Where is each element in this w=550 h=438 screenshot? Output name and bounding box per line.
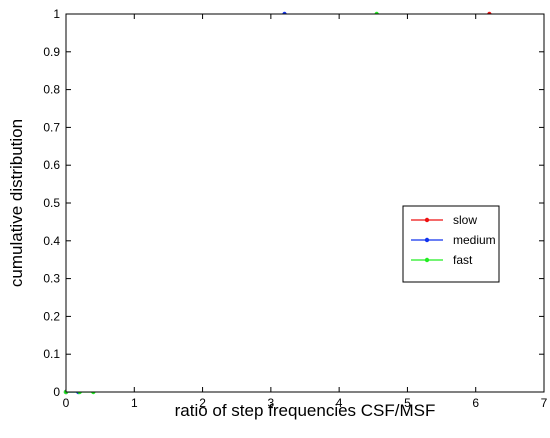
x-tick-label: 3	[268, 396, 275, 410]
x-tick-label: 2	[199, 396, 206, 410]
x-tick-label: 1	[131, 396, 138, 410]
x-tick-label: 4	[336, 396, 343, 410]
axes: 0 1 2 3 4 5 6 7 0 0.1 0.2 0.3 0.4 0.5 0.6 0.7 0.8 0.9 1	[43, 7, 547, 410]
y-tick-label: 0.6	[43, 158, 60, 172]
legend-label-slow: slow	[453, 213, 477, 227]
y-tick-label: 0.3	[43, 272, 60, 286]
legend-marker-slow	[424, 217, 430, 223]
legend-label-medium: medium	[453, 233, 496, 247]
y-axis-title: cumulative distribution	[7, 119, 26, 287]
y-tick-label: 0.9	[43, 45, 60, 59]
y-tick-label: 0.7	[43, 120, 60, 134]
plot-frame	[65, 13, 545, 393]
legend: slow medium fast	[402, 205, 500, 283]
legend-marker-medium	[424, 237, 430, 243]
legend-box	[402, 205, 500, 283]
x-tick-label: 5	[404, 396, 411, 410]
x-axis-title: ratio of step frequencies CSF/MSF	[175, 401, 436, 420]
y-tick-label: 0.4	[43, 234, 60, 248]
y-tick-label: 0.8	[43, 83, 60, 97]
x-tick-label: 6	[472, 396, 479, 410]
legend-label-fast: fast	[453, 253, 473, 267]
x-tick-label: 0	[63, 396, 70, 410]
y-tick-label: 0.2	[43, 309, 60, 323]
y-tick-label: 0	[53, 385, 60, 399]
y-tick-label: 0.5	[43, 196, 60, 210]
legend-marker-fast	[424, 257, 430, 263]
y-tick-label: 0.1	[43, 347, 60, 361]
x-tick-label: 7	[541, 396, 548, 410]
y-tick-label: 1	[53, 7, 60, 21]
